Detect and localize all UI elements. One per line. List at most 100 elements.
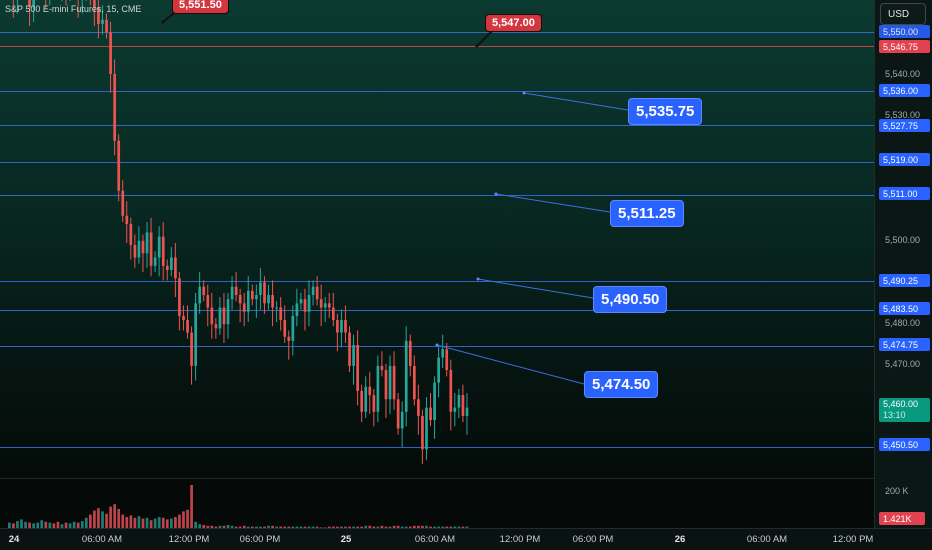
volume-bar <box>315 526 319 528</box>
price-tag: 5,527.75 <box>879 119 930 132</box>
volume-bar <box>400 526 404 528</box>
volume-bar <box>287 526 291 528</box>
volume-bar <box>465 526 469 528</box>
volume-bar <box>36 522 40 528</box>
volume-bar <box>246 526 250 528</box>
candle-body <box>105 19 108 33</box>
volume-bar <box>137 516 141 528</box>
volume-bar <box>153 518 157 528</box>
volume-bar <box>20 519 23 528</box>
candle-body <box>255 295 258 300</box>
volume-bar <box>352 526 355 528</box>
volume-bar <box>170 518 173 528</box>
volume-bar <box>44 521 48 528</box>
candle-body <box>109 32 112 74</box>
level-line[interactable] <box>0 32 874 33</box>
candle-body <box>246 290 250 312</box>
level-line[interactable] <box>0 46 874 47</box>
volume-bar <box>238 526 242 528</box>
volume-bar <box>206 525 210 528</box>
volume-series <box>8 485 469 528</box>
volume-bar <box>117 509 121 528</box>
time-axis[interactable]: 24 06:00 AM 12:00 PM 06:00 PM 25 06:00 A… <box>0 528 932 550</box>
callout-5511-25[interactable]: 5,511.25 <box>610 200 684 227</box>
candle-body <box>303 299 307 312</box>
volume-bar <box>101 511 104 528</box>
volume-bar <box>28 522 31 528</box>
candle-body <box>368 386 372 396</box>
time-label: 12:00 PM <box>832 534 874 545</box>
time-label: 24 <box>8 534 20 545</box>
candle-body <box>372 395 376 412</box>
callout-5490-50[interactable]: 5,490.50 <box>593 286 668 313</box>
volume-bar <box>149 520 153 528</box>
candle-body <box>445 349 449 371</box>
volume-bar <box>178 514 181 528</box>
level-line[interactable] <box>0 91 874 92</box>
volume-bar <box>8 522 11 528</box>
volume-bar <box>299 526 303 528</box>
volume-bar <box>210 525 214 528</box>
candle-body <box>263 282 266 304</box>
volume-bar <box>384 526 388 528</box>
bar-countdown: 13:10 <box>883 410 906 420</box>
volume-bar <box>186 509 189 528</box>
callout-leader <box>523 92 629 111</box>
volume-bar <box>267 525 270 528</box>
level-line[interactable] <box>0 162 874 163</box>
volume-bar <box>283 526 287 528</box>
price-tag: 5,519.00 <box>879 153 930 166</box>
candle-body <box>287 336 291 341</box>
symbol-title[interactable]: S&P 500 E-mini Futures, 15, CME <box>5 4 142 14</box>
candle-body <box>392 365 396 400</box>
volume-bar <box>457 526 461 528</box>
level-line[interactable] <box>0 281 874 282</box>
callout-leader <box>476 29 494 47</box>
price-chart-pane[interactable]: S&P 500 E-mini Futures, 15, CME 5,551.50… <box>0 0 874 478</box>
level-line[interactable] <box>0 447 874 448</box>
callout-5551-50[interactable]: 5,551.50 <box>172 0 229 14</box>
price-scale[interactable]: 5,540.00 5,530.00 5,500.00 5,480.00 5,47… <box>874 0 932 528</box>
volume-bar <box>93 510 96 528</box>
callout-5547-00[interactable]: 5,547.00 <box>485 14 542 32</box>
candle-body <box>161 236 165 266</box>
time-label: 25 <box>340 534 352 545</box>
callout-anchor <box>494 192 498 196</box>
volume-bar <box>157 517 161 528</box>
candle-body <box>275 307 278 309</box>
volume-bar <box>218 525 222 528</box>
volume-bar <box>263 526 266 528</box>
volume-bar <box>445 526 449 528</box>
volume-bar <box>372 526 376 528</box>
level-line[interactable] <box>0 195 874 196</box>
volume-bar <box>340 526 343 528</box>
candle-body <box>242 303 246 312</box>
callout-anchor <box>161 20 165 24</box>
volume-pane[interactable] <box>0 478 874 528</box>
candle-body <box>323 303 327 308</box>
price-tick: 5,540.00 <box>885 69 921 79</box>
volume-bar <box>182 511 185 528</box>
candle-body <box>174 257 177 279</box>
level-line[interactable] <box>0 310 874 311</box>
time-label: 06:00 AM <box>746 534 788 545</box>
candle-body <box>145 232 149 254</box>
callout-anchor <box>435 343 439 347</box>
volume-bar <box>52 523 56 528</box>
volume-bar <box>202 525 206 528</box>
volume-bar <box>408 526 412 528</box>
level-line[interactable] <box>0 125 874 126</box>
callout-leader-lines <box>161 20 629 385</box>
candle-body <box>230 286 234 300</box>
volume-bar <box>48 522 52 528</box>
volume-bar <box>109 506 112 528</box>
callout-5474-50[interactable]: 5,474.50 <box>584 371 659 398</box>
candle-body <box>117 140 121 191</box>
currency-button[interactable]: USD <box>880 3 926 25</box>
candle-body <box>388 365 392 400</box>
volume-bar <box>441 526 445 528</box>
candle-body <box>336 320 339 333</box>
candle-body <box>356 345 359 391</box>
volume-bar <box>323 527 327 528</box>
callout-5535-75[interactable]: 5,535.75 <box>628 98 703 125</box>
